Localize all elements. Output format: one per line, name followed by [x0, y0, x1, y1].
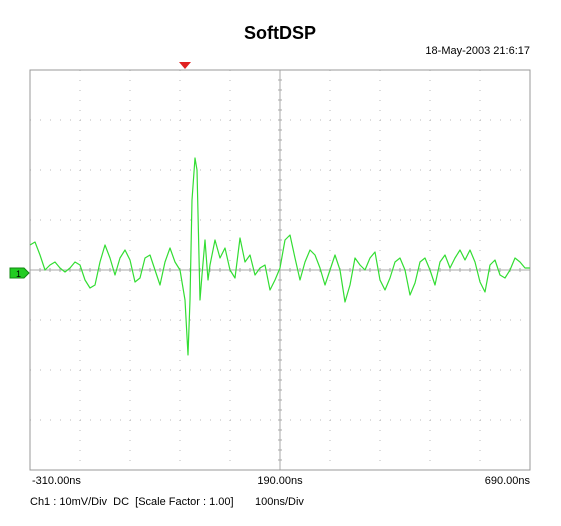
- trigger-marker: [179, 62, 191, 69]
- grid: [29, 69, 531, 471]
- waveform: [29, 157, 530, 356]
- chart-title: SoftDSP: [244, 23, 316, 43]
- channel-settings: Ch1 : 10mV/Div DC [Scale Factor : 1.00]: [30, 496, 234, 508]
- x-tick-label: 690.00ns: [485, 475, 531, 487]
- timestamp: 18-May-2003 21:6:17: [425, 45, 530, 57]
- channel-marker-shape: [9, 267, 30, 279]
- timebase: 100ns/Div: [255, 496, 304, 508]
- x-tick-label: -310.00ns: [32, 475, 81, 487]
- plot-frame: [29, 69, 531, 471]
- channel-marker: 1: [16, 269, 21, 279]
- x-tick-label: 190.00ns: [257, 475, 303, 487]
